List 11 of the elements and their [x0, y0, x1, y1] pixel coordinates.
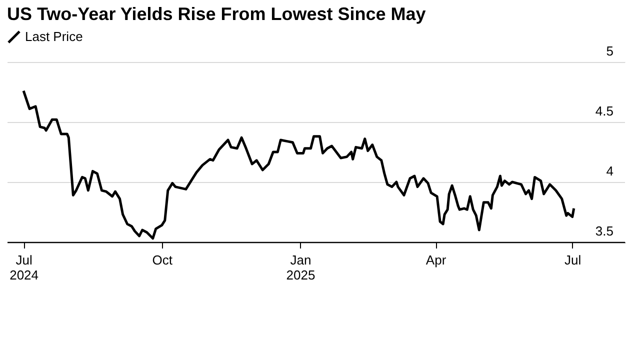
legend-label: Last Price	[25, 29, 83, 44]
y-tick-label: 5	[606, 44, 614, 58]
chart-title: US Two-Year Yields Rise From Lowest Since May	[7, 4, 426, 24]
y-tick-label: 3.5	[595, 224, 614, 238]
x-tick-label: Apr	[426, 252, 447, 268]
x-tick-label: Jul	[564, 252, 582, 268]
x-tick-label: Oct	[152, 252, 173, 268]
x-tick-label: Jan 2025	[286, 252, 316, 282]
x-tick-label: Jul 2024	[10, 252, 38, 282]
y-tick-label: 4.5	[595, 104, 614, 118]
y-tick-label: 4	[606, 164, 614, 178]
